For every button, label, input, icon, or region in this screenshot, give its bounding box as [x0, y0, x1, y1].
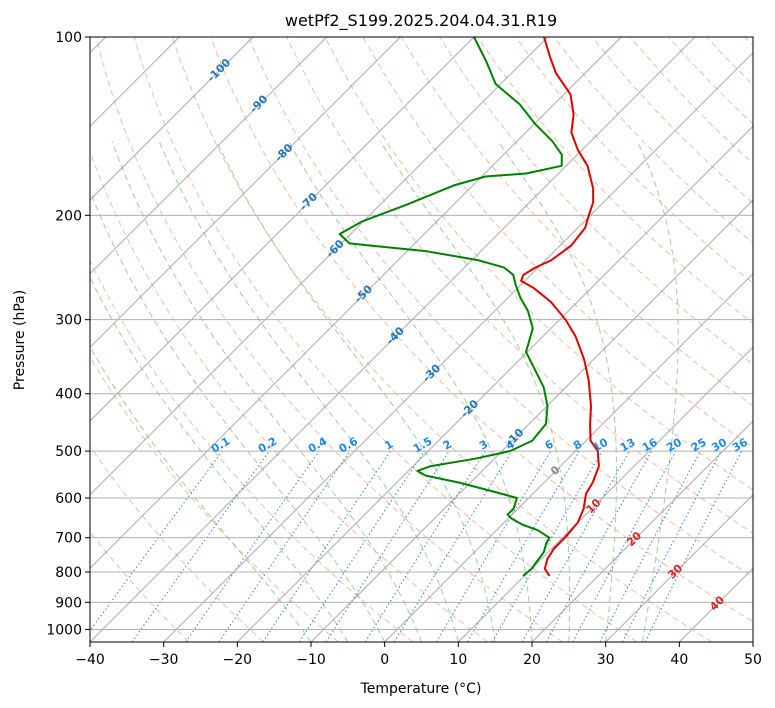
mixing-ratio-line — [545, 450, 653, 642]
x-tick-label: 50 — [744, 652, 762, 668]
y-axis-title: Pressure (hPa) — [12, 290, 28, 390]
y-tick-label: 500 — [55, 444, 82, 460]
mixing-ratio-line — [185, 450, 320, 642]
dry-adiabat-line — [95, 37, 563, 642]
isotherm-line — [90, 37, 401, 349]
mixing-ratio-line — [572, 450, 677, 642]
grid-lines — [90, 37, 753, 642]
isotherm-line — [90, 37, 696, 642]
dry-adiabat-line — [90, 356, 339, 642]
mixing-ratio-line — [393, 450, 513, 642]
x-tick-label: −10 — [296, 652, 326, 668]
y-tick-label: 400 — [55, 387, 82, 403]
y-tick-label: 900 — [55, 595, 82, 611]
isotherm-line — [236, 125, 753, 642]
x-axis-ticks: −40 −30 −20 −10 0 10 20 30 40 50 — [75, 642, 762, 668]
plot-frame — [89, 36, 754, 643]
isotherm-line — [531, 420, 753, 642]
dry-adiabat-line — [324, 37, 753, 491]
y-tick-label: 100 — [55, 30, 82, 46]
sounding-profiles — [338, 37, 600, 577]
mixing-ratio-line — [262, 450, 392, 642]
mixing-ratio-line — [218, 450, 351, 642]
dry-adiabat-line — [210, 37, 753, 623]
dry-adiabat-line — [90, 259, 414, 642]
x-axis-title: Temperature (°C) — [360, 681, 482, 697]
isotherm-line — [90, 37, 622, 570]
mixing-ratio-line — [644, 450, 743, 642]
mixing-ratio-line — [298, 450, 425, 642]
isotherm-line — [310, 199, 753, 642]
dry-adiabat-line — [171, 37, 712, 642]
x-tick-label: 40 — [670, 652, 688, 668]
y-tick-label: 1000 — [46, 622, 82, 638]
y-tick-label: 700 — [55, 531, 82, 547]
isotherm-line — [605, 493, 753, 642]
mixing-ratio-line — [131, 450, 270, 642]
mixing-ratio-line — [90, 450, 223, 632]
dry-adiabat-line — [90, 445, 264, 642]
isotherm-line — [90, 37, 475, 422]
mixing-ratio-line — [521, 450, 630, 642]
dry-adiabat-line — [515, 37, 753, 284]
isotherm-line — [384, 272, 753, 642]
x-tick-label: −20 — [223, 652, 253, 668]
dry-adiabat-line — [133, 37, 638, 642]
isotherm-line — [163, 51, 753, 642]
y-tick-label: 800 — [55, 565, 82, 581]
y-tick-label: 200 — [55, 208, 82, 224]
dewpoint-profile-line — [338, 37, 563, 577]
y-axis-ticks: 1000 900 800 700 600 500 400 300 200 100 — [46, 30, 90, 638]
x-tick-label: 0 — [380, 652, 389, 668]
x-tick-label: −40 — [75, 652, 105, 668]
isotherm-line — [90, 37, 328, 275]
temperature-profile-line — [520, 37, 600, 577]
isotherm-line — [457, 346, 753, 642]
x-tick-label: 20 — [523, 652, 541, 668]
x-tick-label: −30 — [149, 652, 179, 668]
dry-adiabat-line — [286, 37, 753, 534]
y-tick-label: 300 — [55, 313, 82, 329]
isotherm-line — [90, 37, 254, 201]
y-tick-label: 600 — [55, 491, 82, 507]
mixing-ratio-line — [325, 450, 450, 642]
x-tick-label: 30 — [597, 652, 615, 668]
chart-title: wetPf2_S199.2025.204.04.31.R19 — [285, 11, 557, 31]
dry-adiabat-line — [248, 37, 753, 578]
isotherm-line — [90, 37, 549, 496]
x-tick-label: 10 — [449, 652, 467, 668]
